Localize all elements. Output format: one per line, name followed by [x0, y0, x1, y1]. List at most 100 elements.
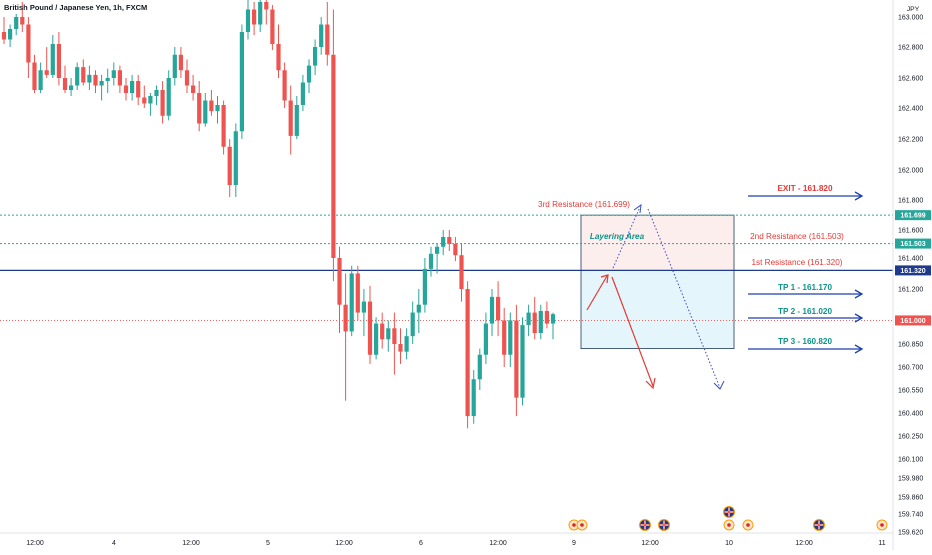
candle — [496, 281, 501, 337]
event-dot-icon[interactable] — [723, 519, 735, 531]
candle — [56, 32, 61, 86]
uk-flag-icon[interactable] — [813, 519, 825, 531]
event-dot-icon[interactable] — [876, 519, 888, 531]
resistance-2-label: 2nd Resistance (161.503) — [750, 232, 844, 241]
uk-flag-icon[interactable] — [723, 506, 735, 518]
candle-body — [441, 237, 446, 247]
layering-area-label: Layering Area — [590, 232, 645, 241]
candle — [8, 24, 13, 47]
layering-zone-upper — [581, 215, 734, 271]
candle — [428, 246, 434, 277]
projection-up-arrowhead — [600, 274, 609, 284]
price-marker-resistance-3: 161.699 — [895, 210, 931, 221]
candle — [300, 74, 305, 112]
candle — [386, 320, 391, 352]
candle-body — [99, 81, 104, 86]
candle — [81, 59, 86, 86]
arrow-head — [854, 191, 864, 201]
price-marker-resistance-2: 161.503 — [895, 238, 931, 249]
candle — [294, 96, 299, 139]
candle — [447, 230, 452, 251]
candle — [62, 65, 68, 93]
price-marker-resistance-1: 161.320 — [895, 265, 931, 276]
candle-body — [221, 105, 226, 147]
candle-body — [81, 67, 86, 83]
arrow-head — [854, 313, 864, 323]
candle-body — [319, 24, 324, 47]
candle-body — [465, 289, 470, 417]
candle-body — [123, 85, 129, 93]
candle — [93, 70, 98, 93]
candle-body — [532, 312, 537, 333]
candle — [50, 35, 55, 78]
candle — [215, 96, 220, 124]
candle-body — [380, 323, 385, 340]
candle — [160, 81, 165, 124]
tp1-label: TP 1 - 161.170 — [778, 283, 832, 292]
candle — [111, 62, 116, 86]
candle — [123, 78, 129, 101]
x-tick-label: 12:00 — [641, 540, 659, 547]
alt-projection-up — [612, 206, 641, 269]
candle — [154, 85, 159, 105]
candle-body — [26, 24, 31, 63]
candle — [197, 81, 202, 132]
y-tick-label: 160.100 — [898, 457, 923, 464]
y-tick-label: 160.400 — [898, 411, 923, 418]
candle — [489, 289, 495, 337]
y-tick-label: 161.600 — [898, 228, 923, 235]
y-tick-label: 161.800 — [898, 198, 923, 205]
price-marker-label: 161.320 — [900, 268, 925, 275]
candle-body — [191, 85, 196, 93]
candle — [392, 312, 397, 375]
candle-body — [215, 105, 220, 112]
x-tick-label: 5 — [266, 540, 270, 547]
exit-arrow — [748, 191, 864, 201]
candle — [306, 59, 312, 93]
price-marker-current-price: 161.000 — [895, 315, 931, 326]
candle — [233, 123, 238, 197]
event-dot-center — [580, 523, 584, 527]
tp3-arrow — [748, 344, 864, 354]
candle — [227, 139, 232, 197]
candle-body — [14, 17, 19, 29]
candle — [520, 317, 525, 406]
uk-flag-icon[interactable] — [639, 519, 651, 531]
y-tick-label: 161.400 — [898, 256, 923, 263]
event-dot-icon[interactable] — [576, 519, 588, 531]
event-dot-center — [746, 523, 750, 527]
candle-body — [282, 70, 287, 101]
candle-body — [502, 320, 507, 355]
x-tick-label: 12:00 — [489, 540, 507, 547]
x-tick-label: 9 — [572, 540, 576, 547]
alt-projection-down-arrowhead — [713, 380, 725, 390]
candle — [203, 93, 208, 127]
candle-body — [514, 320, 519, 398]
event-dot-center — [880, 523, 884, 527]
candle — [148, 93, 153, 116]
event-dot-icon[interactable] — [742, 519, 754, 531]
candle-body — [44, 70, 49, 75]
tp3-label: TP 3 - 160.820 — [778, 337, 832, 346]
candle-body — [428, 253, 434, 269]
candle — [282, 62, 287, 108]
candle-body — [136, 81, 141, 98]
candle — [355, 265, 360, 321]
y-tick-label: 159.620 — [898, 530, 923, 537]
candle-body — [32, 62, 37, 90]
resistance-1-label: 1st Resistance (161.320) — [751, 258, 842, 267]
candle — [117, 65, 122, 93]
candle — [398, 328, 403, 364]
candle-body — [288, 100, 293, 136]
candle — [221, 100, 226, 155]
uk-flag-icon[interactable] — [658, 519, 670, 531]
y-tick-label: 160.250 — [898, 434, 923, 441]
candle-body — [361, 301, 366, 313]
candle-body — [258, 2, 263, 25]
candle — [435, 244, 440, 274]
candle — [349, 265, 354, 337]
exit-label: EXIT - 161.820 — [777, 184, 833, 193]
tp2-label: TP 2 - 161.020 — [778, 307, 832, 316]
